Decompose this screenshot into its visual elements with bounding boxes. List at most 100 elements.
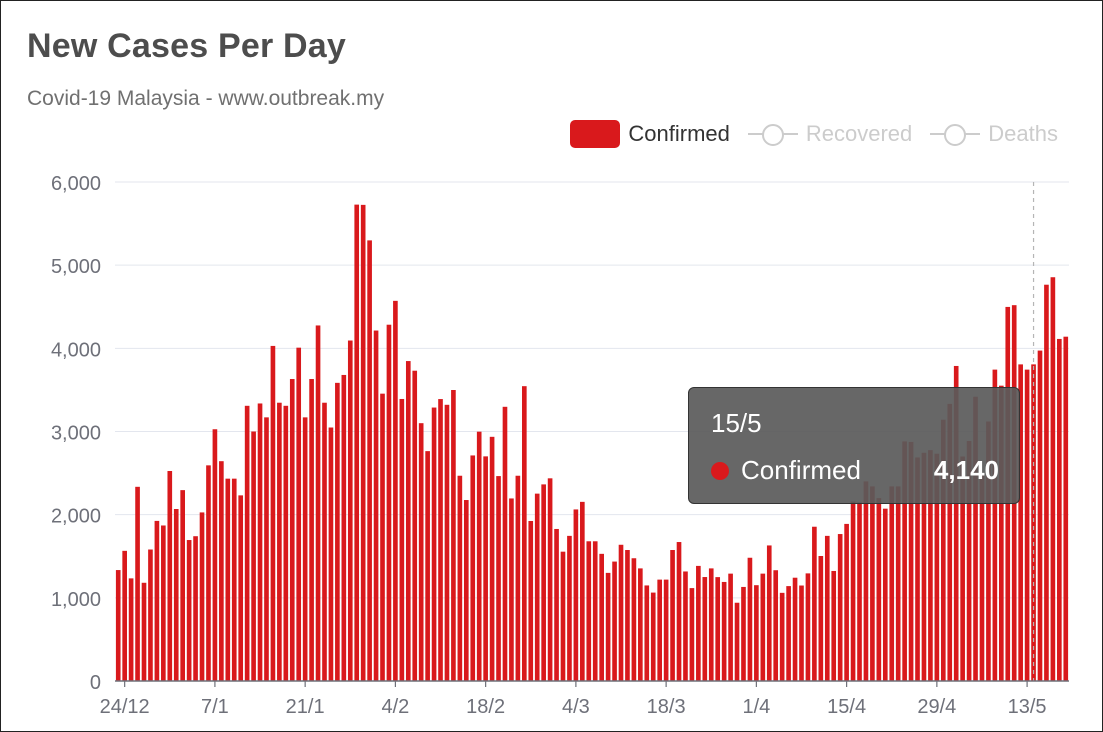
legend-label-confirmed: Confirmed <box>628 121 730 146</box>
bar <box>625 550 630 681</box>
bar <box>573 509 579 681</box>
bar <box>534 493 540 681</box>
bar <box>496 476 501 681</box>
bar <box>844 523 849 681</box>
bar <box>805 573 811 681</box>
bar <box>766 545 772 681</box>
bar <box>186 540 192 681</box>
legend-item-recovered[interactable]: Recovered <box>747 120 913 148</box>
bar <box>876 498 882 681</box>
x-tick-label: 1/4 <box>742 696 770 718</box>
bar <box>476 431 482 681</box>
bar <box>302 417 308 681</box>
bar <box>657 579 662 681</box>
bar <box>721 581 727 681</box>
bar <box>225 478 231 681</box>
bar <box>509 498 514 681</box>
bar <box>676 542 682 681</box>
bar <box>773 570 779 681</box>
bar <box>122 550 127 681</box>
bar <box>644 585 650 681</box>
bar <box>431 407 437 681</box>
legend-item-confirmed[interactable]: Confirmed <box>570 120 730 148</box>
bar <box>360 204 366 681</box>
bar <box>438 399 443 681</box>
legend-label-recovered: Recovered <box>805 121 913 146</box>
bar <box>824 535 830 681</box>
bar <box>270 345 276 681</box>
bar <box>786 586 791 681</box>
legend-item-deaths[interactable]: Deaths <box>930 120 1058 148</box>
bar <box>251 431 256 681</box>
bar <box>128 578 134 681</box>
tooltip-series-name: Confirmed <box>741 455 861 485</box>
series-dot-icon <box>711 461 729 480</box>
x-tick-label: 18/2 <box>466 696 505 718</box>
bar <box>818 556 824 681</box>
bar <box>289 379 295 681</box>
bar <box>741 586 746 681</box>
line-circle-swatch-icon <box>747 120 798 148</box>
bar <box>979 473 985 681</box>
bar <box>425 451 430 681</box>
bar <box>902 441 907 681</box>
bar <box>940 419 946 681</box>
bar <box>986 421 991 681</box>
bar <box>328 427 334 681</box>
bar <box>650 592 656 681</box>
bar <box>670 550 675 681</box>
bar <box>489 436 495 681</box>
bar <box>567 535 572 681</box>
y-tick-label: 0 <box>90 672 101 694</box>
bar <box>747 557 753 681</box>
x-tick-label: 15/4 <box>827 696 866 718</box>
bar <box>173 509 179 681</box>
bar <box>708 568 714 681</box>
bar <box>212 429 218 681</box>
bar <box>206 465 211 681</box>
bar <box>754 585 759 681</box>
line-circle-swatch-icon <box>930 120 981 148</box>
bar <box>502 406 508 681</box>
bar <box>799 585 804 681</box>
bar <box>850 501 856 681</box>
bar <box>895 486 901 681</box>
bar <box>373 330 379 681</box>
bar <box>393 300 398 681</box>
bar <box>335 382 340 681</box>
y-tick-label: 4,000 <box>51 339 101 361</box>
bar <box>863 481 869 681</box>
bar <box>934 453 940 681</box>
bar <box>663 579 669 681</box>
bar <box>528 520 534 681</box>
bar <box>367 240 372 681</box>
bar <box>696 565 701 681</box>
bar <box>386 324 392 681</box>
bar <box>560 551 566 681</box>
bar <box>1018 364 1023 681</box>
x-tick-label: 24/12 <box>100 696 150 718</box>
bar <box>231 478 237 681</box>
bar <box>296 347 302 681</box>
bar <box>966 440 972 681</box>
bar <box>908 441 914 681</box>
y-tick-label: 2,000 <box>51 506 101 528</box>
bar <box>953 365 959 681</box>
bar <box>870 486 875 681</box>
bar <box>451 390 456 681</box>
bar <box>837 534 843 681</box>
bar <box>219 461 224 681</box>
bar <box>264 417 269 681</box>
bar <box>999 385 1004 681</box>
bar <box>857 502 862 681</box>
bar <box>283 405 289 681</box>
bar <box>689 588 695 681</box>
legend: Confirmed Recovered Deaths <box>570 117 1058 151</box>
bar <box>322 402 327 681</box>
bar <box>1050 277 1056 681</box>
bar <box>779 592 785 681</box>
bar <box>309 379 314 681</box>
bar <box>463 500 469 681</box>
bar <box>1037 350 1043 681</box>
